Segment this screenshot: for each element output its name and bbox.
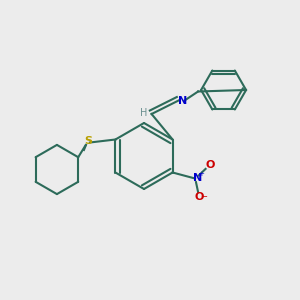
Text: N: N — [178, 95, 188, 106]
Text: O: O — [206, 160, 215, 170]
Text: O: O — [195, 192, 204, 202]
Text: H: H — [140, 107, 148, 118]
Text: +: + — [199, 171, 205, 177]
Text: −: − — [200, 192, 207, 201]
Text: N: N — [193, 173, 202, 183]
Text: S: S — [84, 136, 92, 146]
